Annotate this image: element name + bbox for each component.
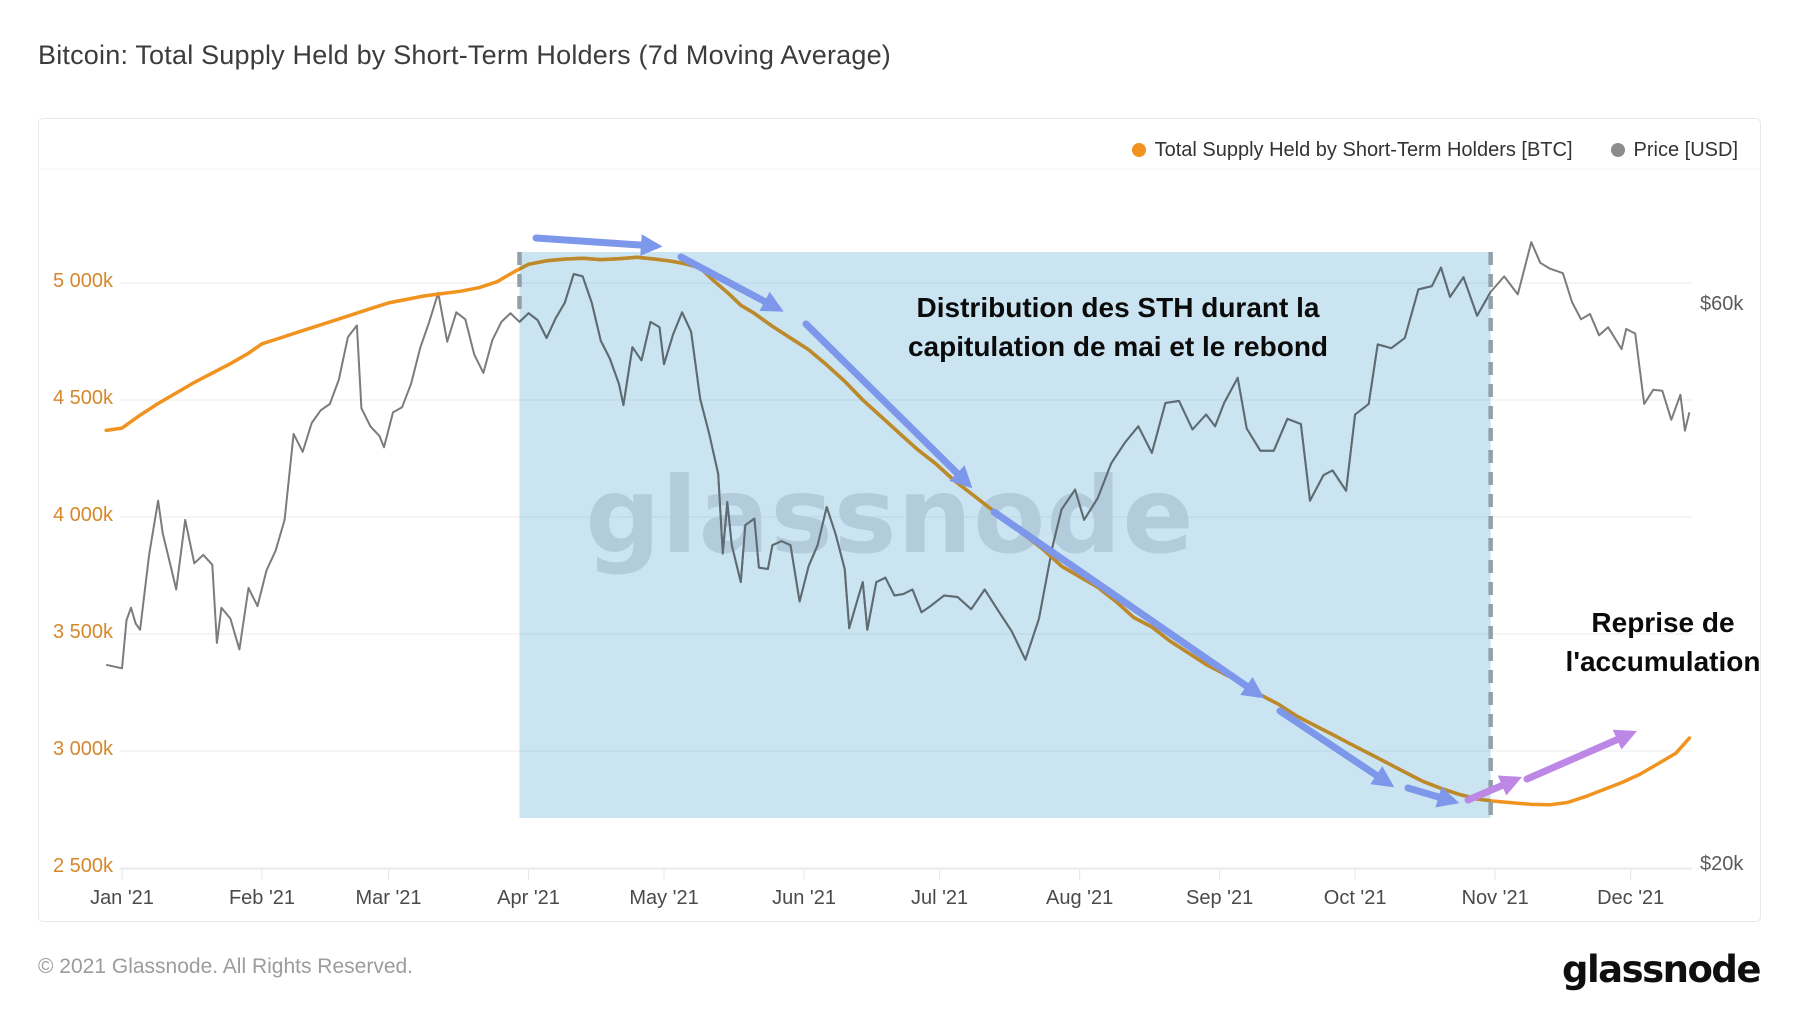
accumulation-arrow xyxy=(1523,729,1637,783)
chart-legend: Total Supply Held by Short-Term Holders … xyxy=(1131,138,1738,162)
x-axis-label: May '21 xyxy=(629,887,698,909)
annotation-reprise: Reprise de l'accumulation xyxy=(1566,603,1761,681)
annotation-distribution-line2: capitulation de mai et le rebond xyxy=(907,331,1329,362)
y-axis-label-right: $60k xyxy=(1700,293,1744,315)
y-axis-label-left: 3 500k xyxy=(53,621,114,643)
supply-line-in-region xyxy=(519,255,1491,803)
price-line-in-region xyxy=(519,266,1491,661)
x-axis-label: Oct '21 xyxy=(1324,887,1387,909)
x-axis-label: Apr '21 xyxy=(497,887,560,909)
x-axis-label: Feb '21 xyxy=(229,887,295,909)
distribution-arrow xyxy=(802,320,973,489)
distribution-arrow xyxy=(990,508,1265,699)
annotation-distribution: Distribution des STH durant la capitulat… xyxy=(908,288,1328,366)
distribution-arrow xyxy=(1404,784,1460,808)
annotation-reprise-line1: Reprise de xyxy=(1591,607,1735,638)
glassnode-logo: glassnode xyxy=(1561,948,1762,991)
highlight-region xyxy=(519,252,1491,818)
supply-series-dot-icon xyxy=(1131,143,1146,157)
x-axis-label: Jul '21 xyxy=(911,887,968,909)
distribution-arrow xyxy=(532,234,663,256)
annotation-reprise-line2: l'accumulation xyxy=(1565,646,1761,677)
x-axis-label: Sep '21 xyxy=(1186,887,1253,909)
accumulation-arrow xyxy=(1464,775,1522,804)
x-axis-label: Nov '21 xyxy=(1462,887,1529,909)
distribution-arrow xyxy=(677,253,784,312)
copyright-text: © 2021 Glassnode. All Rights Reserved. xyxy=(38,955,414,978)
y-axis-label-right: $20k xyxy=(1700,853,1744,875)
annotation-distribution-line1: Distribution des STH durant la xyxy=(916,292,1320,323)
x-axis-label: Mar '21 xyxy=(355,887,421,909)
y-axis-label-left: 4 000k xyxy=(53,504,114,526)
x-axis-label: Aug '21 xyxy=(1046,887,1113,909)
x-axis-label: Jan '21 xyxy=(90,887,154,909)
x-axis-label: Dec '21 xyxy=(1597,887,1664,909)
distribution-arrow xyxy=(1276,707,1395,788)
y-axis-label-left: 5 000k xyxy=(53,270,114,292)
y-axis-label-left: 4 500k xyxy=(53,387,114,409)
legend-item-label: Total Supply Held by Short-Term Holders … xyxy=(1154,138,1573,161)
watermark-in-region: glassnode xyxy=(585,455,1194,577)
y-axis-label-left: 3 000k xyxy=(53,738,114,760)
legend-item-price[interactable]: Price [USD] xyxy=(1610,138,1738,162)
x-axis-label: Jun '21 xyxy=(772,887,836,909)
y-axis-label-left: 2 500k xyxy=(53,855,114,877)
legend-item-supply[interactable]: Total Supply Held by Short-Term Holders … xyxy=(1131,138,1573,162)
legend-item-label: Price [USD] xyxy=(1633,138,1738,161)
price-series-dot-icon xyxy=(1610,143,1625,157)
page-title: Bitcoin: Total Supply Held by Short-Term… xyxy=(38,40,891,70)
